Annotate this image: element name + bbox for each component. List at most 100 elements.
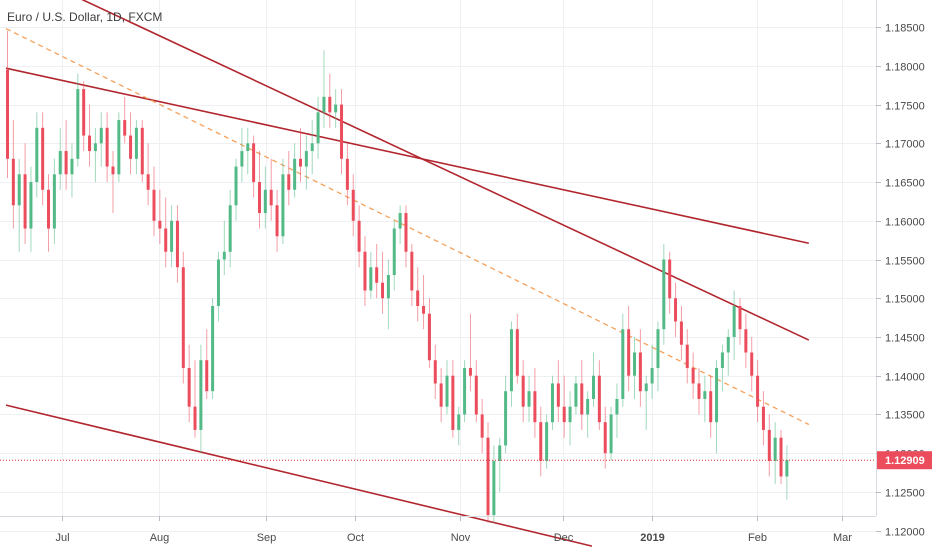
candle-down <box>328 96 332 113</box>
candle-up <box>574 383 578 407</box>
candle-down <box>187 367 191 407</box>
candle-up <box>369 267 373 291</box>
x-tick-label: Sep <box>257 532 277 544</box>
candle-up <box>498 445 502 461</box>
candle-down <box>750 352 754 376</box>
candle-up <box>134 127 138 159</box>
candle-up <box>222 251 226 260</box>
candle-up <box>720 352 724 368</box>
candle-down <box>340 104 344 159</box>
candle-down <box>767 429 771 461</box>
candle-down <box>685 344 689 368</box>
candle-up <box>386 275 390 299</box>
y-tick-label: 1.18000 <box>885 62 925 74</box>
candle-up <box>457 414 461 430</box>
y-tick-label: 1.15500 <box>885 256 925 268</box>
candle-down <box>23 174 27 229</box>
y-tick-label: 1.18500 <box>885 23 925 35</box>
trendline[interactable] <box>5 67 809 245</box>
candle-up <box>199 360 203 430</box>
candle-down <box>111 166 115 175</box>
candle-up <box>504 391 508 446</box>
candle-down <box>363 251 367 291</box>
x-tick-label: Feb <box>748 532 767 544</box>
price-axis[interactable]: 1.18500 1.18000 1.17500 1.17000 1.16500 1.160… <box>876 23 925 539</box>
x-tick-label: Dec <box>554 532 574 544</box>
candle-up <box>322 96 326 113</box>
x-tick-label: Mar <box>833 532 852 544</box>
candle-up <box>726 336 730 353</box>
candle-up <box>316 112 320 144</box>
candle-up <box>773 437 777 461</box>
candle-down <box>556 383 560 407</box>
y-tick-label: 1.16500 <box>885 178 925 190</box>
candle-down <box>533 391 537 423</box>
candle-up <box>392 228 396 275</box>
candle-up <box>509 329 513 392</box>
candle-down <box>252 143 256 183</box>
y-tick-label: 1.12000 <box>885 527 925 539</box>
candle-up <box>650 367 654 384</box>
candle-up <box>170 220 174 252</box>
candle-up <box>592 375 595 399</box>
last-price-bg <box>877 451 932 470</box>
candle-up <box>492 460 496 516</box>
trendline[interactable] <box>0 0 810 341</box>
candle-up <box>52 174 56 229</box>
candle-up <box>545 422 549 461</box>
candle-up <box>234 166 238 206</box>
candle-up <box>586 398 590 415</box>
candle-up <box>216 259 220 306</box>
candle-down <box>422 305 426 314</box>
candle-down <box>381 282 385 299</box>
candle-down <box>175 220 179 268</box>
candle-down <box>433 360 437 384</box>
candle-up <box>785 460 789 477</box>
candle-down <box>738 305 742 330</box>
candle-down <box>345 158 349 190</box>
candle-up <box>463 367 467 415</box>
candle-down <box>779 437 783 477</box>
candle-down <box>123 120 127 136</box>
candle-down <box>603 422 607 454</box>
candle-down <box>158 220 162 229</box>
candle-down <box>638 352 642 392</box>
y-tick-label: 1.17500 <box>885 101 925 113</box>
candle-up <box>527 391 531 407</box>
candle-up <box>281 174 285 237</box>
candle-down <box>47 189 51 229</box>
candle-down <box>146 174 150 190</box>
candle-down <box>205 360 209 392</box>
candle-up <box>621 329 625 399</box>
candle-up <box>644 383 648 392</box>
candle-down <box>709 391 713 423</box>
candle-down <box>679 321 683 345</box>
candle-up <box>398 213 402 229</box>
candle-down <box>404 213 408 252</box>
candle-up <box>29 182 33 229</box>
trendlines <box>0 0 810 547</box>
candle-up <box>99 127 103 144</box>
candle-up <box>550 383 554 423</box>
candle-down <box>597 375 601 423</box>
candle-up <box>58 151 62 175</box>
candle-down <box>627 329 631 376</box>
candle-up <box>35 127 39 183</box>
candle-down <box>761 406 765 430</box>
candle-down <box>486 437 490 516</box>
candle-up <box>93 143 97 152</box>
candle-down <box>468 367 472 376</box>
candles <box>6 30 789 523</box>
candle-down <box>410 251 414 291</box>
candle-up <box>445 375 449 407</box>
candle-down <box>82 89 86 136</box>
candle-up <box>715 367 719 423</box>
candle-up <box>703 391 707 399</box>
candle-down <box>515 329 519 376</box>
candle-up <box>334 104 338 113</box>
candle-down <box>357 220 361 252</box>
time-axis[interactable]: Jul Aug Sep Oct Nov Dec 2019 Feb Mar <box>55 516 852 544</box>
candle-down <box>474 375 478 415</box>
y-tick-label: 1.12500 <box>885 488 925 500</box>
